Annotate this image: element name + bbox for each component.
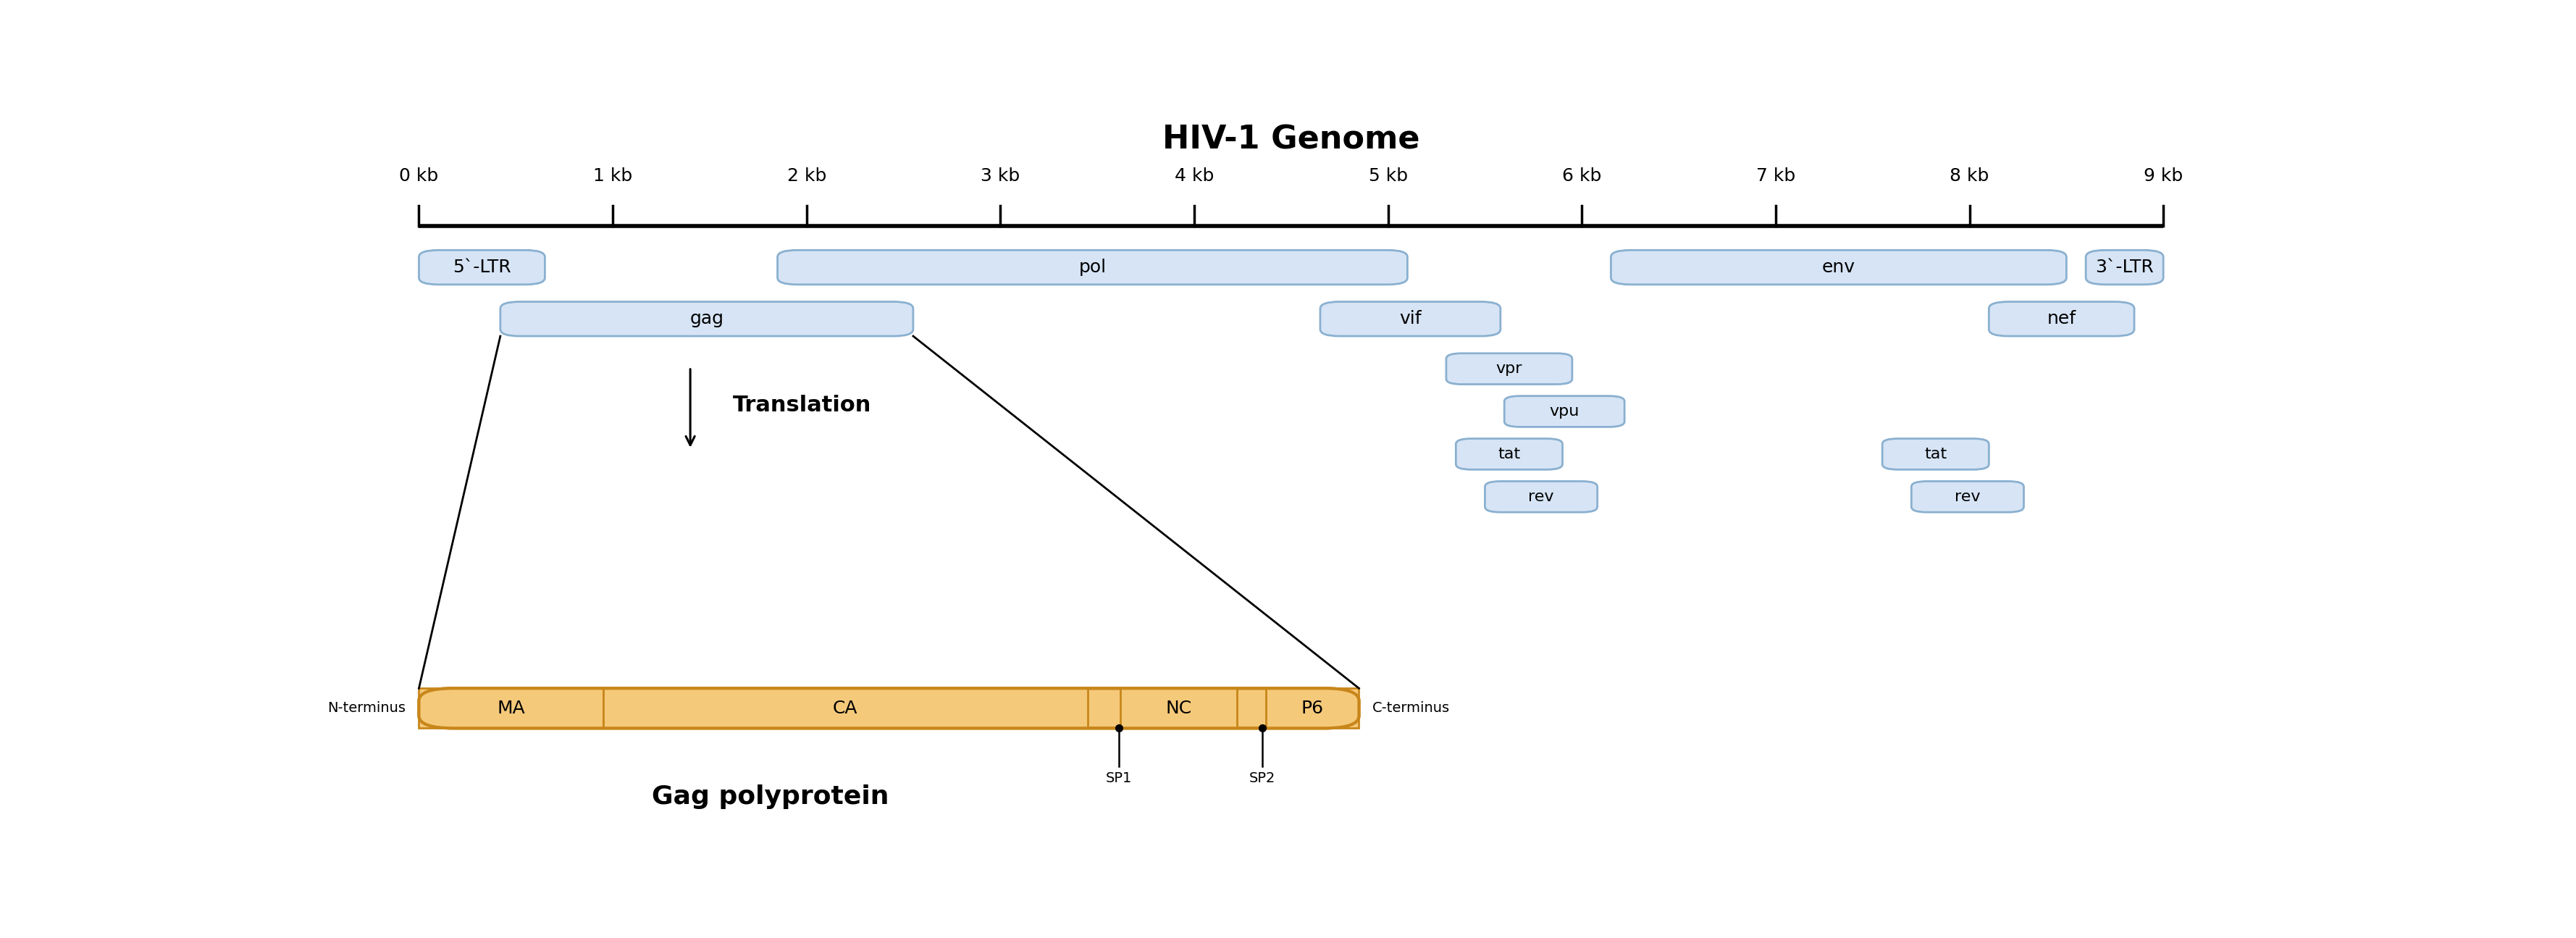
- Text: CA: CA: [832, 700, 858, 717]
- Bar: [1265, 688, 1360, 728]
- Text: 1 kb: 1 kb: [592, 167, 631, 185]
- FancyBboxPatch shape: [1484, 481, 1597, 512]
- Text: 6 kb: 6 kb: [1561, 167, 1602, 185]
- Text: gag: gag: [690, 310, 724, 327]
- Text: 9 kb: 9 kb: [2143, 167, 2182, 185]
- Text: 0 kb: 0 kb: [399, 167, 438, 185]
- Text: Translation: Translation: [734, 394, 871, 416]
- Text: vif: vif: [1399, 310, 1422, 327]
- Text: tat: tat: [1924, 446, 1947, 461]
- Text: C-terminus: C-terminus: [1373, 702, 1450, 715]
- Text: 3 kb: 3 kb: [981, 167, 1020, 185]
- Bar: [1121, 688, 1236, 728]
- Text: rev: rev: [1528, 490, 1553, 504]
- Text: vpu: vpu: [1548, 404, 1579, 418]
- Text: 5`-LTR: 5`-LTR: [453, 259, 510, 276]
- Text: rev: rev: [1955, 490, 1981, 504]
- FancyBboxPatch shape: [1883, 439, 1989, 470]
- FancyBboxPatch shape: [1321, 302, 1499, 336]
- FancyBboxPatch shape: [778, 250, 1406, 284]
- Text: 2 kb: 2 kb: [786, 167, 827, 185]
- Text: Gag polyprotein: Gag polyprotein: [652, 785, 889, 809]
- FancyBboxPatch shape: [500, 302, 912, 336]
- FancyBboxPatch shape: [1504, 396, 1625, 427]
- FancyBboxPatch shape: [1911, 481, 2025, 512]
- FancyBboxPatch shape: [1989, 302, 2136, 336]
- Text: SP1: SP1: [1105, 772, 1131, 785]
- FancyBboxPatch shape: [1445, 354, 1571, 385]
- Text: env: env: [1821, 259, 1855, 276]
- Text: vpr: vpr: [1497, 361, 1522, 376]
- Text: 7 kb: 7 kb: [1757, 167, 1795, 185]
- Bar: [420, 688, 603, 728]
- Text: nef: nef: [2048, 310, 2076, 327]
- Text: HIV-1 Genome: HIV-1 Genome: [1162, 125, 1419, 156]
- Bar: [603, 688, 1087, 728]
- Text: tat: tat: [1497, 446, 1520, 461]
- Text: 8 kb: 8 kb: [1950, 167, 1989, 185]
- Text: SP2: SP2: [1249, 772, 1275, 785]
- FancyBboxPatch shape: [1455, 439, 1564, 470]
- Text: 3`-LTR: 3`-LTR: [2094, 259, 2154, 276]
- FancyBboxPatch shape: [2087, 250, 2164, 284]
- FancyBboxPatch shape: [1610, 250, 2066, 284]
- FancyBboxPatch shape: [420, 250, 546, 284]
- Text: N-terminus: N-terminus: [327, 702, 404, 715]
- Text: P6: P6: [1301, 700, 1324, 717]
- Text: 5 kb: 5 kb: [1368, 167, 1406, 185]
- Text: NC: NC: [1164, 700, 1193, 717]
- FancyBboxPatch shape: [420, 688, 1360, 728]
- Text: 4 kb: 4 kb: [1175, 167, 1213, 185]
- Text: MA: MA: [497, 700, 526, 717]
- Text: pol: pol: [1079, 259, 1105, 276]
